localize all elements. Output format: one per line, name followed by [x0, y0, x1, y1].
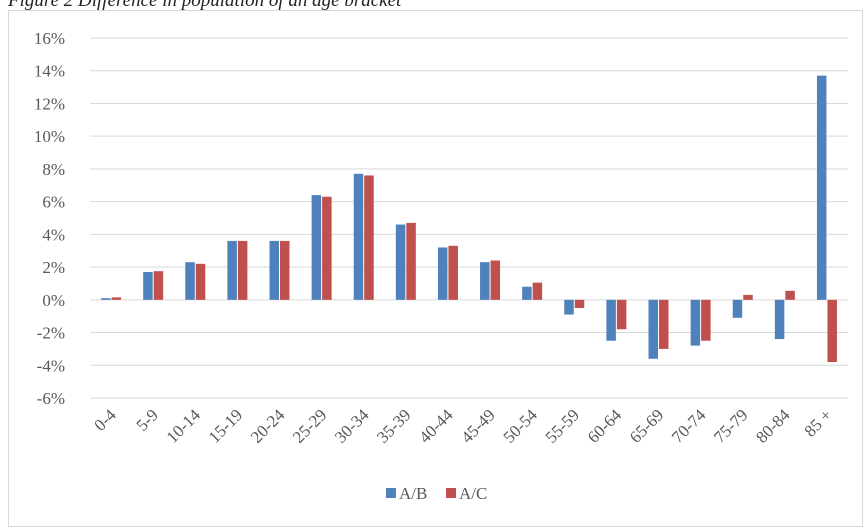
y-tick-label: 2%	[42, 258, 65, 277]
y-tick-label: 0%	[42, 291, 65, 310]
bar-a-c-60-64	[616, 299, 627, 330]
x-tick-label: 80-84	[752, 405, 794, 447]
bar-a-b-75-79	[732, 299, 743, 318]
bar-a-c-75-79	[743, 294, 753, 300]
y-tick-label: 14%	[34, 62, 65, 81]
bars	[101, 75, 837, 362]
legend: A/B A/C	[386, 484, 487, 503]
x-tick-label: 35-39	[373, 405, 414, 446]
bar-a-b-10-14	[185, 262, 195, 300]
bar-a-b-65-69	[648, 299, 658, 359]
bar-a-c-55-59	[574, 299, 585, 308]
x-tick-label: 30-34	[331, 405, 373, 447]
y-tick-label: -6%	[37, 389, 65, 408]
bar-a-b-20-24	[269, 240, 279, 300]
x-tick-label: 0-4	[90, 405, 120, 435]
bar-a-b-35-39	[395, 224, 406, 300]
bar-a-b-5-9	[143, 272, 153, 300]
bar-a-c-25-29	[322, 196, 332, 300]
bar-a-b-70-74	[690, 299, 701, 346]
x-tick-label: 50-54	[500, 405, 542, 447]
x-axis-tick-labels: 0-4 5-9 10-14 15-19 20-24 25-29 30-34 35-39 40-4…	[90, 405, 835, 447]
bar-a-c-0-4	[111, 297, 122, 300]
bar-a-b-85	[816, 75, 827, 300]
x-tick-label: 25-29	[289, 405, 330, 446]
bar-a-c-5-9	[153, 271, 164, 300]
y-axis-tick-labels: 16% 14% 12% 10% 8% 6% 4% 2% 0% -2% -4% -6%	[34, 29, 65, 408]
bar-a-b-30-34	[353, 173, 364, 300]
bar-a-b-45-49	[480, 262, 490, 300]
bar-a-c-20-24	[280, 240, 290, 300]
y-tick-label: -4%	[37, 356, 65, 375]
bar-a-c-80-84	[785, 290, 795, 300]
y-tick-label: 4%	[42, 225, 65, 244]
x-tick-label: 5-9	[133, 405, 162, 434]
y-tick-label: 12%	[34, 94, 65, 113]
bar-a-b-25-29	[311, 195, 322, 300]
y-tick-label: 10%	[34, 127, 65, 146]
bar-a-b-50-54	[522, 286, 532, 300]
x-tick-label: 45-49	[457, 405, 498, 446]
x-tick-label: 20-24	[247, 405, 289, 447]
figure-caption: Figure 2 Difference in population of an …	[8, 0, 708, 10]
x-tick-label: 10-14	[163, 405, 205, 447]
y-tick-label: 8%	[42, 160, 65, 179]
legend-swatch-a-c	[446, 488, 456, 498]
chart-frame	[8, 10, 863, 527]
bar-a-b-40-44	[437, 247, 448, 300]
legend-label-a-b: A/B	[399, 484, 427, 503]
y-tick-label: -2%	[37, 324, 65, 343]
bar-a-c-70-74	[701, 299, 711, 341]
x-tick-label: 65-69	[626, 405, 667, 446]
bar-a-c-65-69	[659, 299, 669, 349]
x-tick-label: 60-64	[584, 405, 626, 447]
bar-a-b-15-19	[227, 240, 237, 300]
y-tick-label: 6%	[42, 193, 65, 212]
x-tick-label: 55-59	[542, 405, 583, 446]
bar-a-b-0-4	[101, 298, 111, 300]
gridlines	[90, 37, 848, 399]
y-tick-label: 16%	[34, 29, 65, 48]
bar-a-b-60-64	[606, 299, 616, 341]
bar-a-c-10-14	[195, 263, 206, 300]
x-tick-label: 75-79	[710, 405, 751, 446]
x-tick-label: 40-44	[415, 405, 457, 447]
bar-a-b-55-59	[564, 299, 574, 315]
bar-a-c-45-49	[490, 260, 501, 300]
bar-a-c-35-39	[406, 222, 416, 300]
legend-swatch-a-b	[386, 488, 396, 498]
bar-a-c-40-44	[448, 245, 458, 300]
x-tick-label: 85 +	[801, 405, 836, 440]
x-tick-label: 70-74	[668, 405, 710, 447]
bar-a-c-85	[827, 299, 837, 362]
x-tick-label: 15-19	[205, 405, 246, 446]
bar-a-c-15-19	[237, 240, 248, 300]
bar-a-b-80-84	[774, 299, 785, 340]
bar-a-c-50-54	[532, 282, 543, 300]
legend-label-a-c: A/C	[459, 484, 487, 503]
bar-a-c-30-34	[364, 175, 374, 300]
